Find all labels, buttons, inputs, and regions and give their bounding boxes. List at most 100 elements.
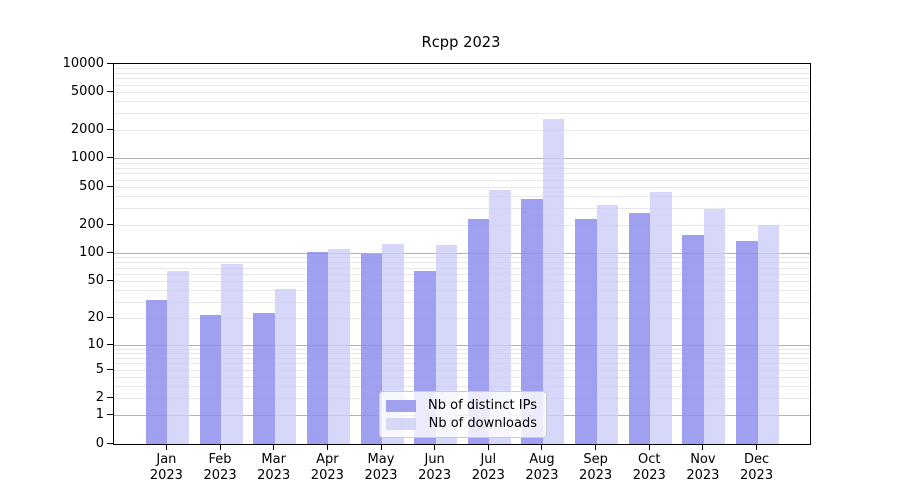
y-tick-label: 0 — [95, 435, 104, 451]
legend-label-distinct-ips: Nb of distinct IPs — [428, 398, 537, 413]
y-tick-label: 5000 — [70, 84, 104, 100]
x-tick-label: May 2023 — [364, 452, 398, 483]
bar-downloads-mar — [274, 288, 297, 444]
minor-gridline — [114, 352, 810, 354]
bar-downloads-aug — [542, 118, 565, 444]
minor-gridline — [114, 67, 810, 69]
major-gridline — [114, 158, 810, 160]
y-tick-label: 2 — [95, 390, 104, 406]
y-tick-mark — [107, 128, 113, 130]
y-tick-mark — [107, 62, 113, 64]
x-tick-label: Mar 2023 — [257, 452, 291, 483]
y-tick-mark — [107, 316, 113, 318]
bar-distinct-ips-apr — [306, 251, 329, 444]
y-tick-mark — [107, 442, 113, 444]
bar-distinct-ips-aug — [521, 199, 543, 444]
x-tick-label: Nov 2023 — [686, 452, 720, 483]
x-tick-label: Jul 2023 — [471, 452, 505, 483]
minor-gridline — [114, 196, 810, 198]
x-tick-mark — [380, 444, 382, 450]
minor-gridline — [114, 162, 810, 164]
bar-downloads-sep — [596, 204, 619, 444]
y-tick-label: 20 — [87, 309, 104, 325]
bar-downloads-dec — [757, 225, 780, 444]
minor-gridline — [114, 363, 810, 365]
x-tick-mark — [487, 444, 489, 450]
major-gridline — [114, 253, 810, 255]
bar-downloads-feb — [221, 263, 243, 444]
major-gridline — [114, 344, 810, 346]
bar-distinct-ips-sep — [575, 219, 597, 444]
minor-gridline — [114, 224, 810, 226]
x-tick-label: Aug 2023 — [525, 452, 559, 483]
minor-gridline — [114, 267, 810, 269]
minor-gridline — [114, 113, 810, 115]
minor-gridline — [114, 208, 810, 210]
y-tick-label: 10 — [87, 336, 104, 352]
y-tick-label: 1 — [95, 406, 104, 422]
y-tick-label: 50 — [87, 273, 104, 289]
x-tick-label: Apr 2023 — [310, 452, 344, 483]
y-tick-mark — [107, 223, 113, 225]
minor-gridline — [114, 78, 810, 80]
y-tick-mark — [107, 368, 113, 370]
minor-gridline — [114, 187, 810, 189]
minor-gridline — [114, 179, 810, 181]
bar-distinct-ips-mar — [253, 312, 275, 444]
bar-distinct-ips-oct — [628, 213, 651, 444]
x-tick-label: Oct 2023 — [632, 452, 666, 483]
bar-distinct-ips-jul — [467, 219, 490, 444]
bar-distinct-ips-jan — [145, 299, 168, 444]
minor-gridline — [114, 281, 810, 283]
minor-gridline — [114, 317, 810, 319]
y-tick-mark — [107, 413, 113, 415]
x-tick-label: Feb 2023 — [203, 452, 237, 483]
minor-gridline — [114, 357, 810, 359]
x-tick-mark — [756, 444, 758, 450]
minor-gridline — [114, 348, 810, 350]
x-tick-mark — [648, 444, 650, 450]
minor-gridline — [114, 262, 810, 264]
minor-gridline — [114, 369, 810, 371]
x-tick-label: Jan 2023 — [149, 452, 183, 483]
minor-gridline — [114, 84, 810, 86]
bar-downloads-oct — [650, 191, 672, 444]
legend-swatch-downloads — [386, 417, 416, 430]
y-tick-label: 500 — [79, 179, 104, 195]
minor-gridline — [114, 92, 810, 94]
bar-distinct-ips-feb — [199, 314, 222, 444]
y-tick-mark — [107, 397, 113, 399]
legend: Nb of distinct IPs Nb of downloads — [379, 391, 547, 438]
bar-downloads-apr — [328, 248, 350, 444]
x-tick-label: Jun 2023 — [418, 452, 452, 483]
minor-gridline — [114, 273, 810, 275]
minor-gridline — [114, 129, 810, 131]
y-tick-label: 1000 — [70, 150, 104, 166]
x-tick-mark — [165, 444, 167, 450]
x-tick-mark — [702, 444, 704, 450]
bar-distinct-ips-dec — [736, 241, 758, 444]
y-tick-label: 5 — [95, 361, 104, 377]
y-tick-label: 10000 — [62, 55, 104, 71]
y-tick-mark — [107, 91, 113, 93]
y-tick-label: 2000 — [70, 121, 104, 137]
y-tick-mark — [107, 252, 113, 254]
plot-area — [113, 63, 811, 445]
minor-gridline — [114, 167, 810, 169]
minor-gridline — [114, 101, 810, 103]
x-tick-label: Sep 2023 — [579, 452, 613, 483]
y-tick-mark — [107, 157, 113, 159]
y-tick-mark — [107, 280, 113, 282]
x-tick-mark — [541, 444, 543, 450]
minor-gridline — [114, 290, 810, 292]
x-tick-mark — [273, 444, 275, 450]
legend-item-downloads: Nb of downloads — [386, 416, 537, 431]
bar-downloads-nov — [703, 209, 726, 444]
x-tick-label: Dec 2023 — [740, 452, 774, 483]
minor-gridline — [114, 173, 810, 175]
minor-gridline — [114, 257, 810, 259]
x-tick-mark — [326, 444, 328, 450]
legend-swatch-distinct-ips — [386, 399, 416, 412]
x-tick-mark — [595, 444, 597, 450]
